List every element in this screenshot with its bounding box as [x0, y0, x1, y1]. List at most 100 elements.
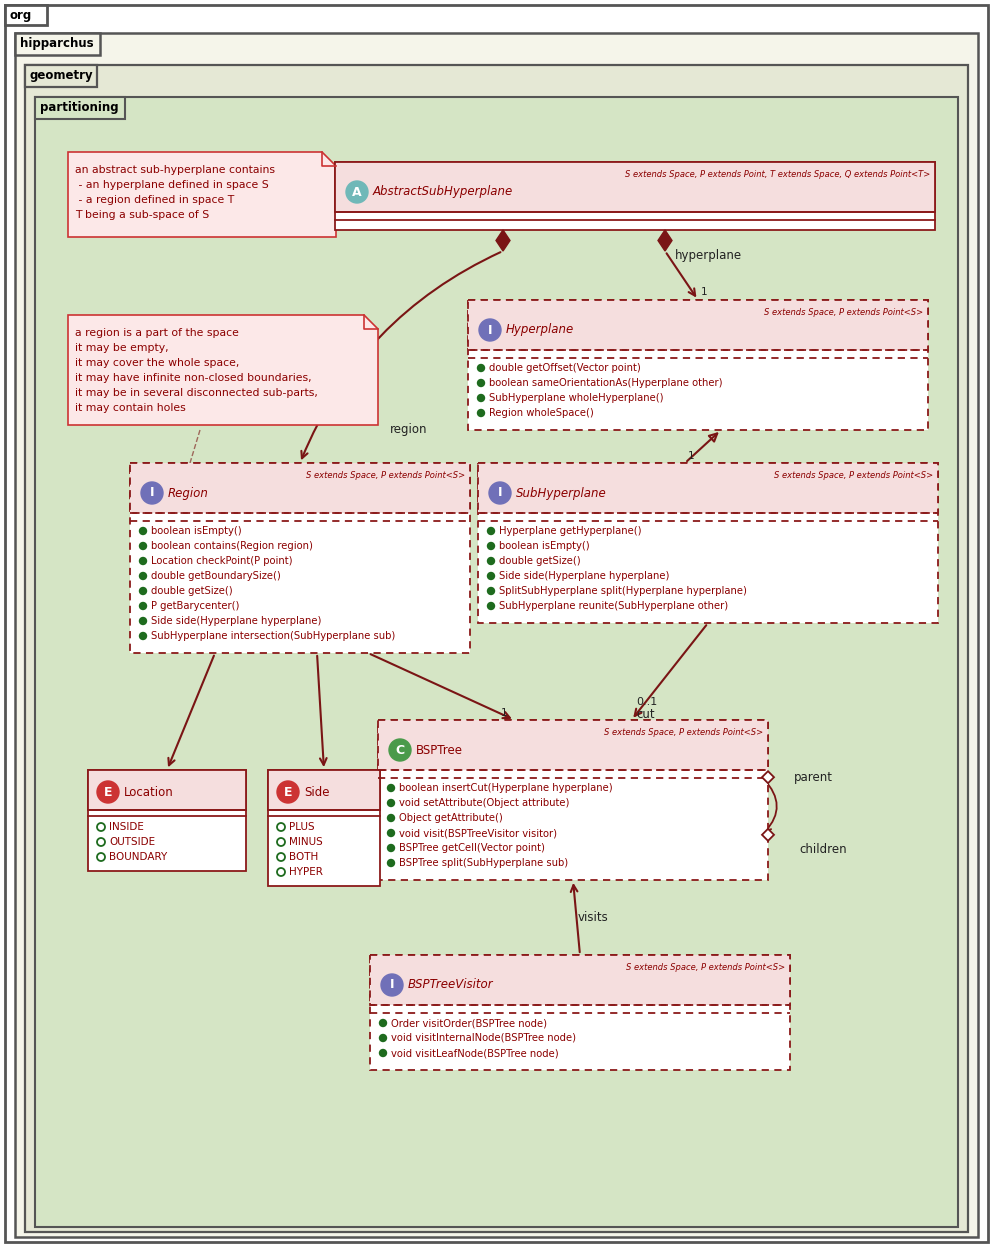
Circle shape: [381, 974, 403, 996]
Text: visits: visits: [578, 912, 609, 924]
Text: double getOffset(Vector point): double getOffset(Vector point): [489, 363, 640, 373]
Circle shape: [488, 572, 495, 580]
Text: SubHyperplane wholeHyperplane(): SubHyperplane wholeHyperplane(): [489, 393, 663, 403]
Circle shape: [478, 379, 485, 387]
Text: region: region: [390, 424, 428, 436]
Text: 1: 1: [501, 708, 507, 718]
Text: OUTSIDE: OUTSIDE: [109, 837, 155, 847]
Circle shape: [387, 844, 394, 852]
Text: Hyperplane getHyperplane(): Hyperplane getHyperplane(): [499, 526, 641, 536]
Circle shape: [97, 781, 119, 803]
Text: I: I: [488, 323, 493, 337]
Text: an abstract sub-hyperplane contains: an abstract sub-hyperplane contains: [75, 165, 275, 175]
Circle shape: [139, 587, 147, 595]
Text: double getBoundarySize(): double getBoundarySize(): [151, 571, 281, 581]
Text: S extends Space, P extends Point<S>: S extends Space, P extends Point<S>: [764, 308, 923, 317]
Text: BOUNDARY: BOUNDARY: [109, 852, 167, 862]
Text: S extends Space, P extends Point<S>: S extends Space, P extends Point<S>: [306, 471, 465, 480]
Polygon shape: [762, 829, 774, 840]
Bar: [378, 720, 768, 880]
Text: it may be empty,: it may be empty,: [75, 343, 169, 353]
Bar: [25, 65, 97, 87]
Text: - a region defined in space T: - a region defined in space T: [75, 195, 234, 205]
Text: Side side(Hyperplane hyperplane): Side side(Hyperplane hyperplane): [499, 571, 669, 581]
Text: HYPER: HYPER: [289, 867, 323, 877]
Text: it may be in several disconnected sub-parts,: it may be in several disconnected sub-pa…: [75, 388, 318, 398]
Circle shape: [139, 632, 147, 640]
Circle shape: [488, 557, 495, 565]
Circle shape: [387, 859, 394, 867]
Text: I: I: [389, 979, 394, 991]
Polygon shape: [68, 315, 378, 425]
Text: a region is a part of the space: a region is a part of the space: [75, 328, 239, 338]
Text: S extends Space, P extends Point<S>: S extends Space, P extends Point<S>: [774, 471, 933, 480]
Bar: [130, 463, 470, 513]
Bar: [88, 769, 246, 811]
Bar: [335, 162, 935, 212]
Circle shape: [478, 394, 485, 402]
Text: S extends Space, P extends Point<S>: S extends Space, P extends Point<S>: [604, 728, 763, 737]
Text: boolean isEmpty(): boolean isEmpty(): [151, 526, 241, 536]
Bar: [335, 162, 935, 229]
Circle shape: [478, 364, 485, 372]
Circle shape: [379, 1020, 386, 1026]
Text: S extends Space, P extends Point<S>: S extends Space, P extends Point<S>: [626, 963, 785, 971]
Text: BSPTree: BSPTree: [416, 743, 463, 757]
Text: SubHyperplane reunite(SubHyperplane other): SubHyperplane reunite(SubHyperplane othe…: [499, 601, 728, 611]
Bar: [88, 769, 246, 870]
Circle shape: [139, 572, 147, 580]
Circle shape: [478, 409, 485, 416]
Circle shape: [488, 602, 495, 610]
Text: P getBarycenter(): P getBarycenter(): [151, 601, 239, 611]
Text: SplitSubHyperplane split(Hyperplane hyperplane): SplitSubHyperplane split(Hyperplane hype…: [499, 586, 747, 596]
Bar: [478, 463, 938, 624]
Circle shape: [139, 527, 147, 535]
Circle shape: [489, 483, 511, 504]
Text: boolean contains(Region region): boolean contains(Region region): [151, 541, 313, 551]
Text: void visit(BSPTreeVisitor visitor): void visit(BSPTreeVisitor visitor): [399, 828, 557, 838]
Text: hyperplane: hyperplane: [675, 248, 742, 262]
Circle shape: [139, 557, 147, 565]
Text: boolean sameOrientationAs(Hyperplane other): boolean sameOrientationAs(Hyperplane oth…: [489, 378, 723, 388]
Text: S extends Space, P extends Point, T extends Space, Q extends Point<T>: S extends Space, P extends Point, T exte…: [625, 170, 930, 180]
Circle shape: [139, 542, 147, 550]
Text: AbstractSubHyperplane: AbstractSubHyperplane: [373, 186, 513, 198]
Text: boolean isEmpty(): boolean isEmpty(): [499, 541, 590, 551]
Text: BOTH: BOTH: [289, 852, 318, 862]
Polygon shape: [658, 229, 672, 251]
Circle shape: [479, 319, 501, 340]
Text: Region: Region: [168, 486, 209, 500]
Circle shape: [387, 784, 394, 792]
Text: Location: Location: [124, 786, 174, 798]
Text: Side side(Hyperplane hyperplane): Side side(Hyperplane hyperplane): [151, 616, 322, 626]
Text: BSPTreeVisitor: BSPTreeVisitor: [408, 979, 494, 991]
Text: double getSize(): double getSize(): [499, 556, 581, 566]
Text: boolean insertCut(Hyperplane hyperplane): boolean insertCut(Hyperplane hyperplane): [399, 783, 613, 793]
Text: void visitLeafNode(BSPTree node): void visitLeafNode(BSPTree node): [391, 1047, 559, 1057]
Text: MINUS: MINUS: [289, 837, 323, 847]
Text: I: I: [150, 486, 154, 500]
Text: partitioning: partitioning: [40, 101, 118, 115]
Text: E: E: [103, 786, 112, 798]
Text: E: E: [284, 786, 292, 798]
Bar: [478, 463, 938, 513]
Circle shape: [387, 799, 394, 807]
Text: Location checkPoint(P point): Location checkPoint(P point): [151, 556, 293, 566]
Text: Object getAttribute(): Object getAttribute(): [399, 813, 502, 823]
Text: A: A: [353, 186, 361, 198]
Bar: [378, 720, 768, 769]
Circle shape: [139, 602, 147, 610]
Text: geometry: geometry: [30, 70, 93, 82]
Text: BSPTree split(SubHyperplane sub): BSPTree split(SubHyperplane sub): [399, 858, 568, 868]
Text: 1: 1: [701, 287, 708, 297]
Text: parent: parent: [793, 771, 832, 783]
Bar: [468, 301, 928, 350]
Polygon shape: [496, 229, 510, 251]
Text: I: I: [497, 486, 502, 500]
Text: Region wholeSpace(): Region wholeSpace(): [489, 408, 594, 418]
Bar: [268, 769, 380, 887]
Polygon shape: [68, 152, 336, 237]
Text: double getSize(): double getSize(): [151, 586, 232, 596]
Text: org: org: [9, 10, 31, 22]
Text: 1: 1: [688, 451, 695, 461]
